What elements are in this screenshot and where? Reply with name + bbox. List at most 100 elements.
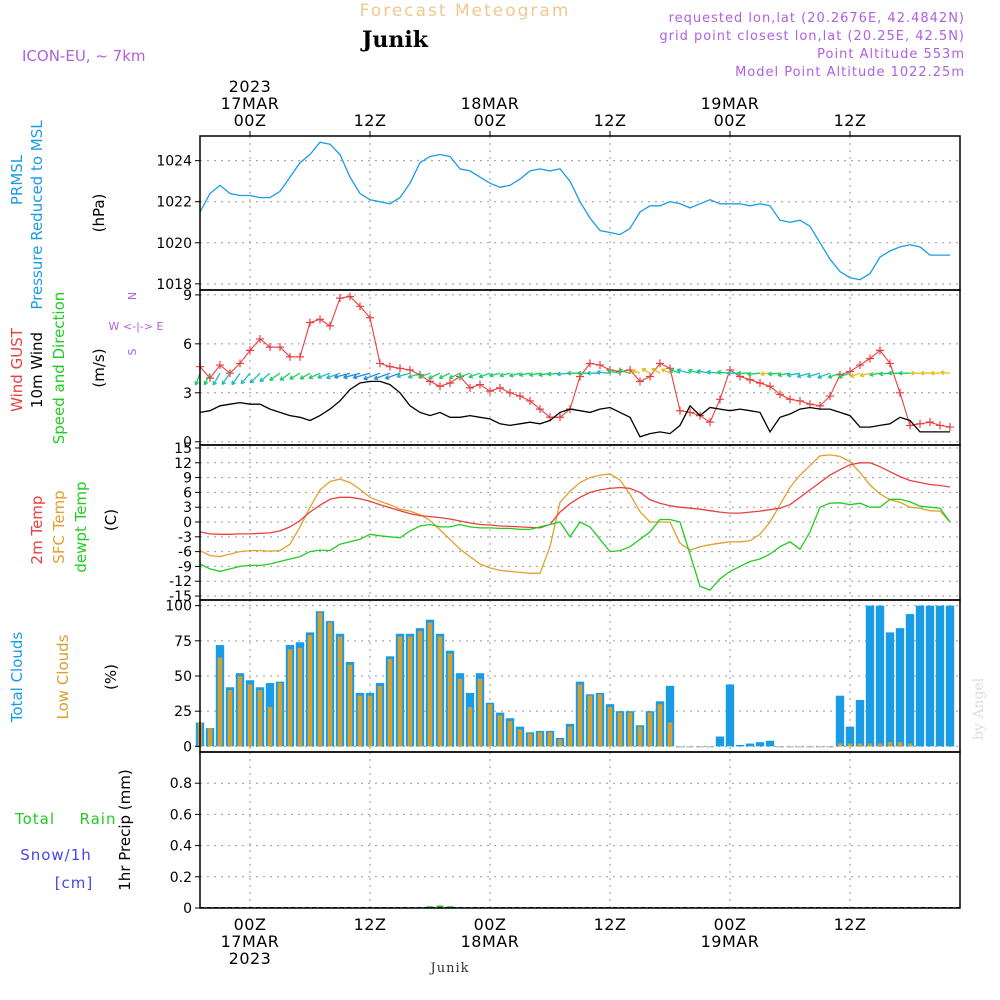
gust-marker xyxy=(306,318,314,327)
low-cloud-bar xyxy=(557,739,563,747)
gust-marker xyxy=(886,359,894,368)
y-tick-label: -12 xyxy=(169,574,192,590)
wind-direction-arrow xyxy=(898,370,910,376)
low-cloud-bar xyxy=(907,743,913,747)
gust-marker xyxy=(716,395,724,404)
wind-direction-arrow xyxy=(806,372,821,379)
low-cloud-bar xyxy=(597,694,603,747)
gust-marker xyxy=(516,392,524,401)
low-cloud-bar xyxy=(427,622,433,747)
wind-direction-arrow xyxy=(669,368,681,374)
wind-direction-arrow xyxy=(428,372,441,380)
wind-direction-arrow xyxy=(221,372,231,386)
y-tick-label: -6 xyxy=(178,545,192,561)
y-axis-label: (%) xyxy=(102,664,120,690)
wind-direction-arrow xyxy=(289,372,301,380)
wind-direction-arrow xyxy=(384,372,401,380)
y-tick-label: 6 xyxy=(183,485,192,501)
low-cloud-bar xyxy=(447,653,453,747)
gust-marker xyxy=(216,361,224,370)
wind-speed-line xyxy=(199,380,950,438)
top-time-label: 19MAR xyxy=(701,94,760,113)
total-cloud-bar xyxy=(745,743,755,747)
gust-marker xyxy=(476,380,484,389)
low-cloud-bar xyxy=(657,704,663,747)
top-time-label: 12Z xyxy=(834,111,867,130)
gust-marker xyxy=(926,418,934,427)
gust-marker xyxy=(536,405,544,414)
rain-bar xyxy=(447,906,453,908)
rain-bar xyxy=(427,906,433,908)
gust-marker xyxy=(826,392,834,401)
gust-marker xyxy=(506,388,514,397)
low-cloud-bar xyxy=(667,722,673,747)
gust-marker xyxy=(466,383,474,392)
wind-direction-arrow xyxy=(618,368,631,374)
total-cloud-bar xyxy=(925,605,935,747)
top-time-label: 2023 xyxy=(229,77,272,96)
gust-marker xyxy=(636,377,644,386)
low-cloud-bar xyxy=(587,695,593,747)
low-cloud-bar xyxy=(277,683,283,747)
y-tick-label: 3 xyxy=(183,500,192,516)
gust-marker xyxy=(386,362,394,371)
low-cloud-bar xyxy=(547,732,553,747)
low-cloud-bar xyxy=(497,715,503,747)
low-cloud-bar xyxy=(577,684,583,747)
panel-frame xyxy=(199,135,961,291)
gust-marker xyxy=(646,372,654,381)
wind-direction-arrow xyxy=(736,370,750,376)
wind-direction-arrow xyxy=(676,368,691,374)
wind-direction-arrow xyxy=(448,372,461,380)
bottom-time-label: 12Z xyxy=(834,915,867,934)
y-tick-label: 3 xyxy=(183,386,192,402)
legend-snow-unit: [cm] xyxy=(55,874,94,892)
gust-marker xyxy=(876,346,884,355)
y-tick-label: 0.6 xyxy=(170,807,192,823)
wind-direction-arrow xyxy=(920,370,930,376)
low-cloud-bar xyxy=(367,695,373,747)
compass-south: S xyxy=(126,348,139,355)
wind-direction-arrow xyxy=(596,369,611,375)
y-tick-label: 75 xyxy=(174,634,192,650)
compass-we: W <-|-> E xyxy=(109,320,164,333)
low-cloud-bar xyxy=(507,721,513,747)
temp-2m-line xyxy=(199,462,951,535)
wind-direction-arrow xyxy=(259,372,271,383)
wind-direction-arrow xyxy=(438,372,451,380)
wind-direction-arrow xyxy=(499,372,511,378)
panel-frame xyxy=(199,289,961,446)
low-cloud-bar xyxy=(637,726,643,747)
footer-location: Junik xyxy=(429,961,470,976)
y-tick-label: 100 xyxy=(165,599,192,615)
series-label-wind: 10m Wind xyxy=(28,332,46,408)
low-cloud-bar xyxy=(357,695,363,747)
wind-direction-arrow xyxy=(334,372,351,379)
dewpt-line xyxy=(199,498,951,591)
gust-marker xyxy=(406,365,414,374)
low-cloud-bar xyxy=(537,732,543,747)
wind-direction-arrow xyxy=(407,372,421,379)
gust-marker xyxy=(366,313,374,322)
wind-direction-arrow xyxy=(299,372,311,380)
y-tick-label: 1024 xyxy=(156,154,192,170)
bottom-time-label: 18MAR xyxy=(461,932,520,951)
low-cloud-bar xyxy=(307,635,313,747)
wind-direction-arrow xyxy=(468,372,481,379)
model-altitude: Model Point Altitude 1022.25m xyxy=(735,65,965,80)
low-cloud-bar xyxy=(247,684,253,747)
wind-direction-arrow xyxy=(317,372,331,379)
gust-marker xyxy=(866,354,874,363)
low-cloud-bar xyxy=(347,664,353,747)
wind-direction-arrow xyxy=(279,372,291,381)
top-time-label: 18MAR xyxy=(461,94,520,113)
y-tick-label: 9 xyxy=(183,471,192,487)
total-cloud-bar xyxy=(725,684,735,747)
y-axis-label: (C) xyxy=(102,509,120,531)
y-tick-label: 0 xyxy=(183,901,192,917)
wind-direction-arrow xyxy=(878,371,891,377)
gust-marker xyxy=(266,343,274,352)
y-tick-label: 0.8 xyxy=(170,776,192,792)
low-cloud-bar xyxy=(297,647,303,747)
